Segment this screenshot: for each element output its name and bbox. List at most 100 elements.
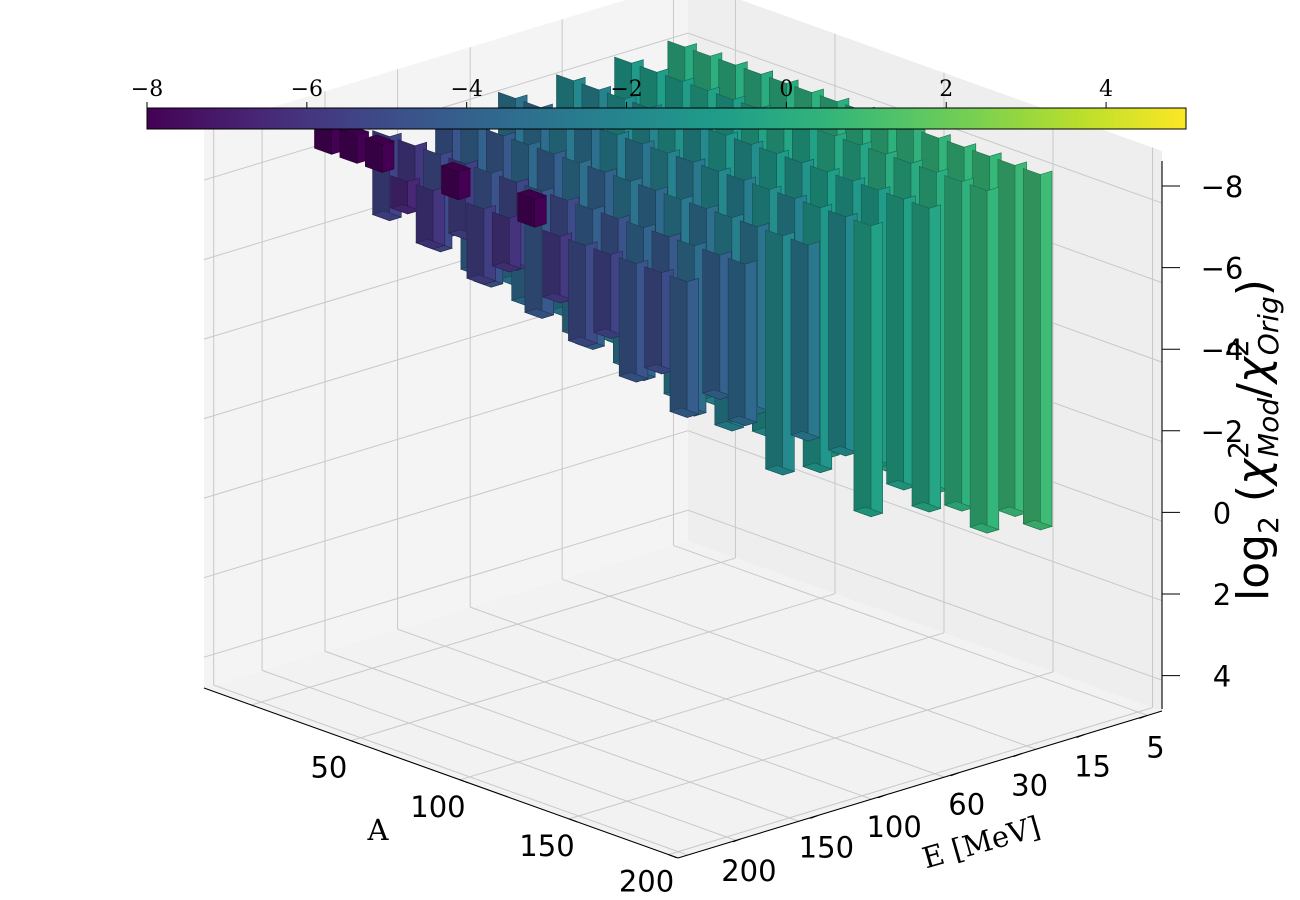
bar-face-top: [389, 203, 421, 215]
z-tick-label: 0: [1213, 496, 1231, 530]
bar-face-left: [886, 192, 905, 491]
bar-face-top: [643, 363, 675, 375]
back-grid-line: [203, 32, 689, 181]
bar-3d: [701, 248, 733, 400]
y-tick-label: 150: [799, 830, 854, 864]
bar-face-top: [491, 261, 522, 273]
bar-face-top: [969, 523, 1000, 534]
bar-3d: [969, 184, 1000, 534]
bar-3d: [542, 229, 573, 304]
colorbar-tick-label: −8: [131, 77, 163, 102]
bar-3d: [852, 219, 884, 518]
bar-face-left: [853, 219, 872, 518]
x-tick-label: 50: [310, 751, 347, 785]
bar-face-top: [516, 189, 548, 200]
bar-face-left: [790, 238, 809, 442]
bar-face-top: [996, 506, 1028, 517]
x-axis-line: [203, 687, 679, 859]
y-tick-mark: [950, 772, 959, 777]
z-label-chi-mod: χ: [1228, 457, 1279, 487]
bar-face-left: [568, 238, 586, 348]
bar-face-left: [944, 174, 963, 512]
bar-face-front: [1040, 170, 1053, 531]
colorbar-gradient: [146, 107, 1187, 130]
x-tick-label: 150: [519, 829, 574, 863]
bar-face-top: [523, 308, 555, 319]
bar-3d: [885, 192, 917, 491]
bar-face-left: [765, 229, 784, 476]
bar-3d: [827, 210, 859, 457]
floor-grid-line: [251, 557, 736, 706]
y-tick-label: 30: [1011, 769, 1048, 803]
y-tick-mark: [877, 794, 887, 799]
y-tick-mark: [1076, 734, 1085, 738]
bar-3d: [338, 125, 370, 164]
floor-grid-line: [324, 650, 800, 822]
colorbar-tick-label: 4: [1099, 77, 1113, 102]
z-tick-label: −2: [1201, 415, 1244, 449]
bar-face-front: [807, 241, 821, 442]
x-tick-mark: [459, 779, 469, 784]
floor-grid-line: [470, 606, 945, 778]
bar-3d: [364, 134, 395, 173]
bar-3d: [669, 275, 700, 418]
x-tick-mark: [568, 818, 578, 823]
z-tick-label: −4: [1201, 333, 1244, 367]
bar-3d: [764, 229, 796, 476]
back-grid-line: [203, 509, 689, 658]
y-tick-label: 5: [1146, 730, 1164, 764]
bar-face-top: [790, 431, 821, 442]
bar-3d: [996, 158, 1028, 517]
floor-grid-line: [568, 671, 1054, 820]
bar-face-top: [618, 372, 649, 383]
bar-face-left: [618, 257, 637, 383]
floor-grid-line: [350, 593, 836, 742]
y-tick-mark: [1013, 753, 1022, 758]
colorbar-tick-label: 0: [779, 77, 793, 102]
z-label-sub-mod: Mod: [1252, 398, 1285, 457]
y-tick-label: 200: [721, 854, 776, 888]
bar-face-left: [727, 257, 746, 427]
z-axis-label: log2 (χ2Mod/χ2Orig): [1222, 279, 1285, 601]
bar-face-left: [466, 202, 485, 285]
z-label-slash: /: [1228, 383, 1279, 398]
bar-3d: [567, 238, 599, 348]
bar-face-left: [828, 210, 846, 457]
x-tick-mark: [668, 854, 677, 859]
x-tick-label: 100: [410, 790, 465, 824]
back-grid-line: [687, 509, 1163, 681]
bar-3d: [440, 161, 472, 201]
bar-face-front: [870, 221, 883, 518]
floor-grid-line: [261, 669, 737, 841]
bar-face-top: [852, 506, 884, 518]
tick-labels: 50 100 150 200 5 15 30 60 100 150 200 −8 −6 −4 −2 0 2 4: [310, 170, 1243, 899]
z-label-log-sub: 2: [1252, 516, 1285, 534]
bar-face-top: [440, 161, 472, 173]
z-label-sup-orig: 2: [1222, 339, 1255, 357]
bar-face-left: [911, 201, 930, 513]
bar-3d: [1022, 167, 1053, 531]
back-grid-line: [203, 430, 689, 579]
bar-face-front: [928, 204, 942, 513]
bar-face-top: [364, 134, 395, 145]
colorbar-tick-label: 2: [939, 77, 953, 102]
bars-group: [313, 40, 1053, 534]
bar-face-left: [969, 184, 988, 534]
bar-face-left: [415, 184, 434, 250]
floor-pane: [204, 541, 1162, 858]
y-tick-mark: [1139, 714, 1148, 719]
bar-face-left: [997, 158, 1016, 517]
z-tick-label: −8: [1201, 170, 1244, 204]
y-tick-mark: [732, 838, 742, 843]
bar-face-front: [432, 186, 446, 250]
bar-face-top: [1022, 519, 1053, 531]
bar-face-top: [669, 407, 700, 418]
z-tick-label: 4: [1213, 660, 1231, 694]
bar-3d: [727, 257, 758, 427]
back-grid-line: [203, 350, 689, 499]
colorbar: −8 −6 −4 −2 0 2 4: [131, 77, 1187, 130]
y-tick-label: 60: [948, 788, 985, 822]
bar-face-top: [465, 274, 497, 285]
colorbar-tick-label: −4: [450, 77, 482, 102]
z-label-sup-mod: 2: [1222, 441, 1255, 459]
